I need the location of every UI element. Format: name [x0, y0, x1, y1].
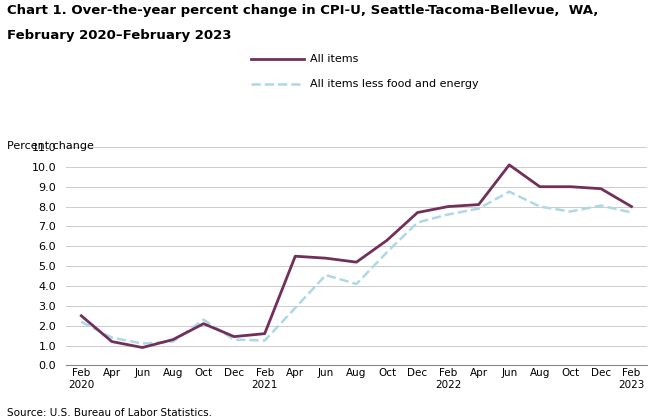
All items: [108, 339, 115, 344]
All items less food and energy: [108, 335, 115, 340]
Text: Chart 1. Over-the-year percent change in CPI-U, Seattle-Tacoma-Bellevue,  WA,: Chart 1. Over-the-year percent change in…: [7, 4, 598, 17]
All items less food and energy: [139, 341, 147, 346]
All items: [322, 256, 330, 261]
Text: All items: All items: [310, 54, 358, 64]
All items: [475, 202, 482, 207]
All items: [139, 345, 147, 350]
All items less food and energy: [444, 212, 452, 217]
All items less food and energy: [169, 339, 177, 344]
Line: All items less food and energy: All items less food and energy: [81, 192, 632, 344]
All items less food and energy: [261, 338, 269, 343]
All items less food and energy: [566, 209, 574, 214]
All items: [628, 204, 636, 209]
All items: [199, 321, 207, 326]
All items: [230, 334, 238, 339]
All items: [566, 184, 574, 189]
Text: Source: U.S. Bureau of Labor Statistics.: Source: U.S. Bureau of Labor Statistics.: [7, 408, 212, 418]
All items: [506, 163, 513, 168]
All items less food and energy: [322, 273, 330, 278]
All items less food and energy: [230, 337, 238, 342]
All items: [291, 254, 299, 259]
Line: All items: All items: [81, 165, 632, 347]
All items: [414, 210, 422, 215]
All items less food and energy: [536, 204, 544, 209]
All items less food and energy: [291, 305, 299, 310]
All items less food and energy: [628, 210, 636, 215]
All items less food and energy: [352, 281, 360, 286]
All items less food and energy: [597, 203, 605, 208]
Text: February 2020–February 2023: February 2020–February 2023: [7, 29, 231, 42]
Text: All items less food and energy: All items less food and energy: [310, 79, 478, 89]
All items: [536, 184, 544, 189]
All items less food and energy: [414, 220, 422, 225]
All items: [169, 337, 177, 342]
All items less food and energy: [199, 317, 207, 322]
All items: [444, 204, 452, 209]
All items: [352, 260, 360, 265]
All items: [77, 313, 85, 318]
All items: [597, 186, 605, 191]
All items: [383, 238, 391, 243]
All items less food and energy: [383, 250, 391, 255]
All items less food and energy: [506, 189, 513, 194]
Text: Percent change: Percent change: [7, 141, 94, 151]
All items: [261, 331, 269, 336]
All items less food and energy: [77, 319, 85, 324]
All items less food and energy: [475, 206, 482, 211]
